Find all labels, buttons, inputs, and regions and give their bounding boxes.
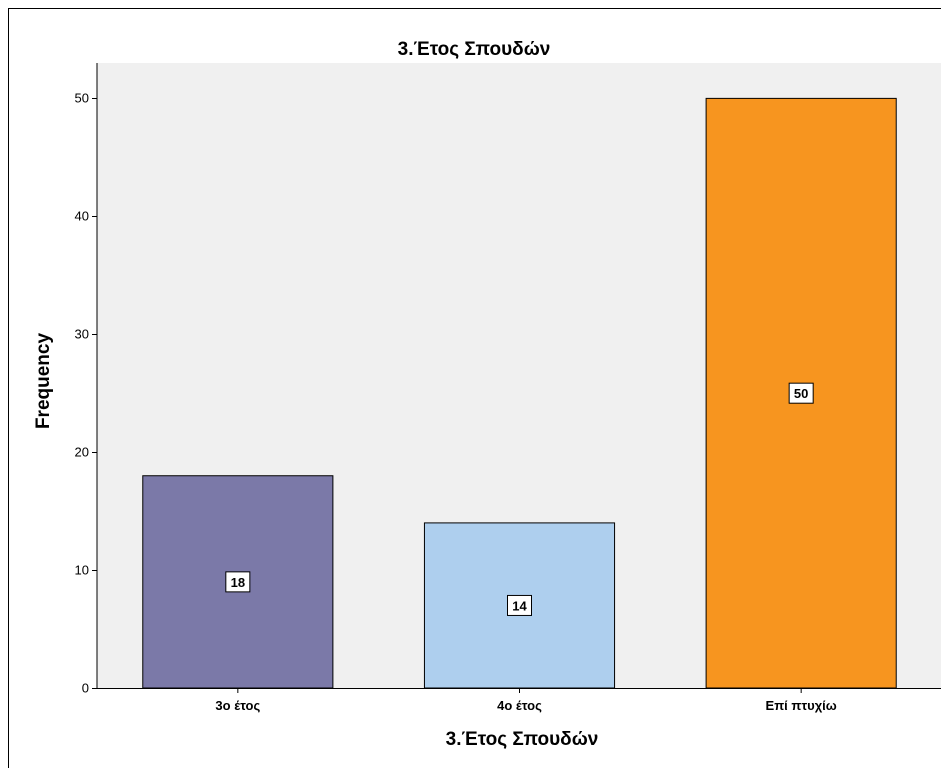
y-tick-label: 20 [75,445,89,460]
y-tick-label: 50 [75,91,89,106]
x-tick-label: 3ο έτος [215,698,260,713]
bar-chart: 3.Έτος Σπουδών 0 10 20 30 40 50 3ο έτος 4ο έτο… [33,39,941,750]
y-tick-label: 40 [75,209,89,224]
chart-title: 3.Έτος Σπουδών [398,39,551,60]
y-tick-label: 0 [82,681,89,696]
data-label-box [225,571,251,593]
data-label: 50 [794,386,808,401]
chart-frame: 3.Έτος Σπουδών 0 10 20 30 40 50 3ο έτος 4ο έτο… [8,8,941,768]
y-tick-label: 30 [75,327,89,342]
data-label-box [788,382,814,404]
x-axis-title: 3.Έτος Σπουδών [446,729,599,750]
x-tick-label: Επί πτυχίω [766,698,837,713]
x-tick-label: 4ο έτος [497,698,542,713]
y-axis-title: Frequency [33,333,54,430]
y-tick-label: 10 [75,563,89,578]
data-labels: 18 14 50 [225,382,814,616]
data-label-box [507,594,532,616]
y-axis: 0 10 20 30 40 50 [75,63,98,696]
x-axis: 3ο έτος 4ο έτος Επί πτυχίω [97,688,941,713]
data-label: 18 [231,575,245,590]
data-label: 14 [512,598,527,613]
